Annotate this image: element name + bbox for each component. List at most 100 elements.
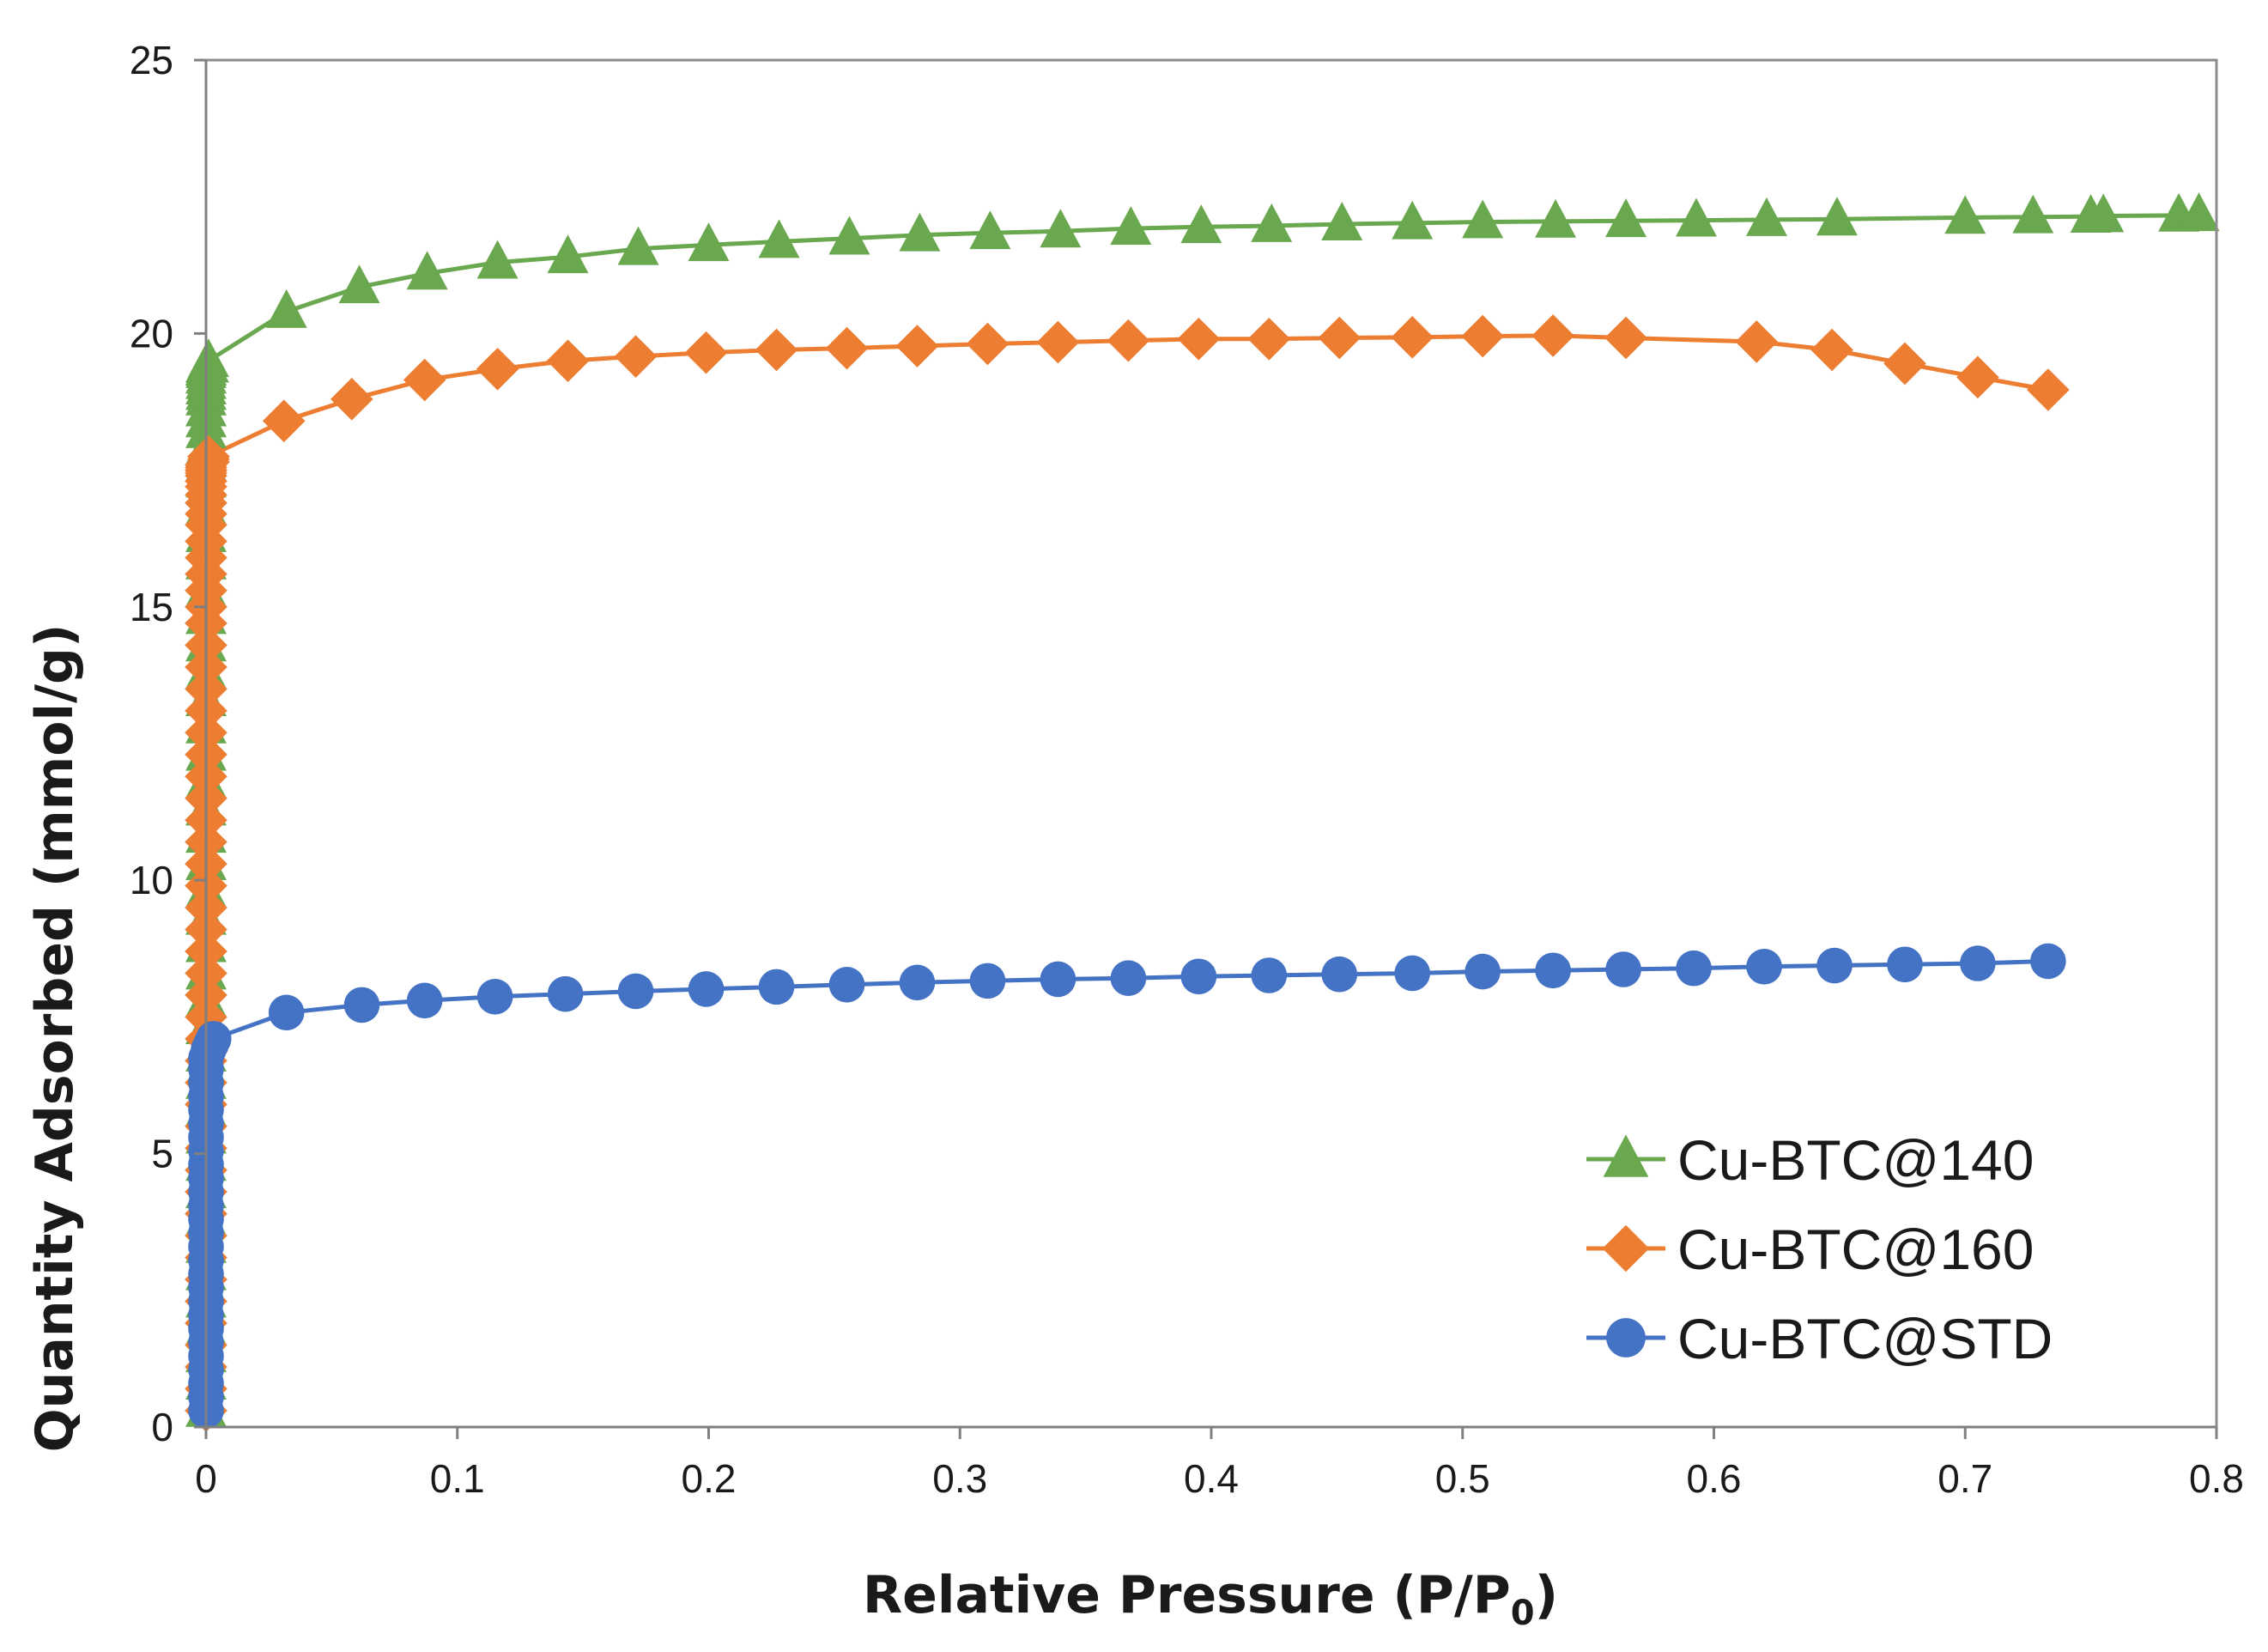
series-cu-btc-140-point: [406, 251, 448, 290]
x-axis-title-subscript: 0: [1511, 1594, 1535, 1633]
x-axis-title-end: ): [1535, 1565, 1558, 1625]
series-cu-btc-160-point: [1247, 317, 1291, 361]
series-cu-btc-std-point: [688, 971, 725, 1007]
series-cu-btc-std-point: [899, 964, 936, 1001]
series-cu-btc-140-point: [1110, 206, 1152, 246]
series-cu-btc-std-point: [617, 973, 654, 1010]
series-cu-btc-140-point: [688, 222, 730, 262]
series-cu-btc-std-point: [1464, 953, 1501, 990]
series-cu-btc-140-point: [1462, 199, 1504, 239]
series-cu-btc-140-point: [476, 240, 518, 279]
series-cu-btc-140-point: [828, 216, 870, 255]
series-cu-btc-160-point: [546, 339, 590, 383]
series-cu-btc-160-point: [330, 378, 373, 421]
y-tick-label: 20: [130, 311, 173, 355]
series-cu-btc-140-point: [899, 212, 941, 252]
series-cu-btc-140-point: [1535, 198, 1577, 238]
series-cu-btc-std-point: [1321, 956, 1358, 993]
series-cu-btc-160-point: [1810, 328, 1853, 372]
legend-cu-btc-160-label: Cu-BTC@160: [1677, 1218, 2034, 1281]
x-tick-label: 0.2: [682, 1456, 737, 1501]
series-cu-btc-std-point: [1251, 957, 1288, 993]
series-cu-btc-160-point: [1391, 316, 1434, 359]
y-tick-label: 0: [151, 1405, 173, 1449]
series-cu-btc-std-point: [1960, 945, 1996, 981]
legend-cu-btc-std-marker: [1606, 1318, 1646, 1357]
series-cu-btc-140-point: [1745, 197, 1787, 236]
series-cu-btc-160-point: [1177, 317, 1221, 361]
series-cu-btc-std-point: [406, 982, 443, 1019]
series-cu-btc-std-point: [343, 987, 380, 1023]
series-cu-btc-160-point: [1883, 342, 1926, 386]
series-cu-btc-std-point: [828, 967, 865, 1003]
series-cu-btc-160-point: [2027, 368, 2070, 411]
series-cu-btc-140-point: [1944, 195, 1986, 234]
series-cu-btc-160-point: [1036, 320, 1080, 364]
series-cu-btc-std-point: [1746, 949, 1782, 985]
series-cu-btc-std-point: [1605, 951, 1641, 987]
series-cu-btc-std-point: [1676, 950, 1712, 987]
x-tick-label: 0.5: [1435, 1456, 1490, 1501]
series-cu-btc-std-point: [547, 975, 584, 1012]
x-axis-title-main: Relative Pressure (P/P: [863, 1565, 1511, 1625]
series-cu-btc-std-point: [2030, 943, 2066, 980]
x-tick-label: 0.6: [1687, 1456, 1742, 1501]
series-cu-btc-std-point: [1040, 961, 1076, 998]
x-tick-label: 0.1: [430, 1456, 485, 1501]
series-cu-btc-std-point: [1110, 960, 1147, 996]
x-tick-label: 0: [195, 1456, 217, 1501]
series-markers: [185, 192, 2220, 1432]
series-cu-btc-160-point: [403, 358, 446, 402]
series-cu-btc-160-point: [895, 325, 939, 367]
series-cu-btc-140-point: [1040, 209, 1082, 248]
series-cu-btc-140-point: [2083, 193, 2125, 233]
series-cu-btc-140-point: [758, 219, 800, 258]
series-cu-btc-std-point: [1887, 946, 1923, 983]
y-tick-label: 5: [151, 1132, 173, 1176]
x-tick-label: 0.7: [1938, 1456, 1992, 1501]
series-cu-btc-140-point: [265, 288, 307, 328]
legend-cu-btc-160-marker: [1602, 1224, 1650, 1272]
series-cu-btc-std-point: [195, 1021, 232, 1057]
x-tick-label: 0.4: [1184, 1456, 1239, 1501]
series-cu-btc-std-point: [1394, 955, 1430, 992]
series-cu-btc-140-point: [1251, 203, 1293, 242]
series-cu-btc-140-point: [338, 264, 380, 304]
legend-cu-btc-140-marker: [1603, 1134, 1649, 1177]
series-cu-btc-140-point: [969, 210, 1011, 250]
y-tick-label: 25: [130, 38, 173, 82]
series-cu-btc-160-point: [1107, 319, 1150, 362]
series-cu-btc-160-point: [755, 328, 798, 372]
series-cu-btc-160-point: [1461, 314, 1504, 358]
series-cu-btc-std-point: [1816, 947, 1853, 984]
legend: Cu-BTC@140 Cu-BTC@160 Cu-BTC@STD: [1586, 1128, 2053, 1370]
series-cu-btc-160-point: [1318, 316, 1361, 360]
series-cu-btc-160-point: [476, 347, 519, 391]
series-cu-btc-140-point: [1676, 197, 1718, 237]
series-cu-btc-std-point: [758, 969, 795, 1005]
series-cu-btc-std-point: [476, 979, 513, 1015]
y-tick-label: 15: [130, 585, 173, 629]
y-tick-label: 10: [130, 858, 173, 902]
series-cu-btc-160-point: [187, 434, 230, 478]
series-cu-btc-160-point: [1531, 314, 1574, 357]
y-axis-title: Quantity Adsorbed (mmol/g): [25, 624, 85, 1453]
legend-cu-btc-140-label: Cu-BTC@140: [1677, 1128, 2034, 1192]
series-cu-btc-160-point: [614, 335, 658, 378]
series-cu-btc-140-point: [1392, 200, 1434, 240]
ticks: 0 0.1 0.2 0.3 0.4 0.5 0.6 0.7 0.8 0 5 10 15 20 25: [130, 38, 2244, 1501]
series-cu-btc-140-point: [617, 226, 659, 265]
series-cu-btc-140-point: [2178, 192, 2220, 232]
series-cu-btc-140-point: [547, 234, 589, 274]
x-tick-label: 0.8: [2189, 1456, 2244, 1501]
series-cu-btc-140-point: [1605, 198, 1647, 238]
series-cu-btc-140-point: [1816, 197, 1858, 236]
series-cu-btc-160-point: [1604, 316, 1647, 360]
series-cu-btc-160-point: [262, 399, 306, 443]
series-cu-btc-std-point: [1535, 952, 1571, 989]
series-cu-btc-160-point: [684, 331, 728, 374]
series-cu-btc-140-point: [187, 338, 229, 378]
series-cu-btc-160-point: [825, 326, 869, 370]
series-cu-btc-140-point: [2012, 194, 2054, 234]
